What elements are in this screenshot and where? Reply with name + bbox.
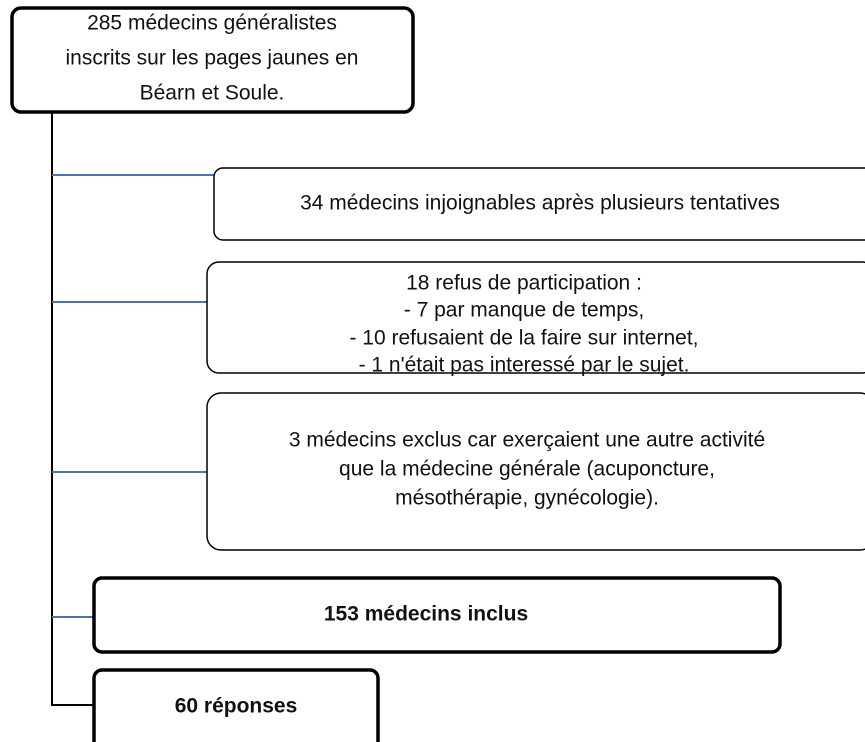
node-text: - 7 par manque de temps, — [404, 299, 644, 322]
node-text: que la médecine générale (acuponcture, — [339, 458, 715, 481]
node-text: - 10 refusaient de la faire sur internet… — [349, 327, 698, 350]
node-text: 285 médecins généralistes — [87, 12, 337, 35]
node-box — [92, 668, 380, 742]
node-box — [92, 576, 782, 654]
node-box — [213, 167, 865, 241]
node-text: - 1 n'était pas interessé par le sujet. — [359, 354, 690, 377]
main-connector — [51, 112, 95, 706]
node-text: 60 réponses — [175, 695, 298, 718]
node-text: 18 refus de participation : — [406, 272, 642, 295]
node-text: 153 médecins inclus — [324, 603, 528, 626]
node-text: mésothérapie, gynécologie). — [395, 487, 659, 510]
node-box — [10, 6, 415, 114]
node-text: 3 médecins exclus car exerçaient une aut… — [289, 429, 765, 452]
node-text: Béarn et Soule. — [140, 82, 285, 105]
node-text: inscrits sur les pages jaunes en — [66, 47, 359, 70]
node-box — [206, 261, 865, 374]
node-box — [206, 392, 865, 551]
node-text: 34 médecins injoignables après plusieurs… — [300, 192, 780, 215]
